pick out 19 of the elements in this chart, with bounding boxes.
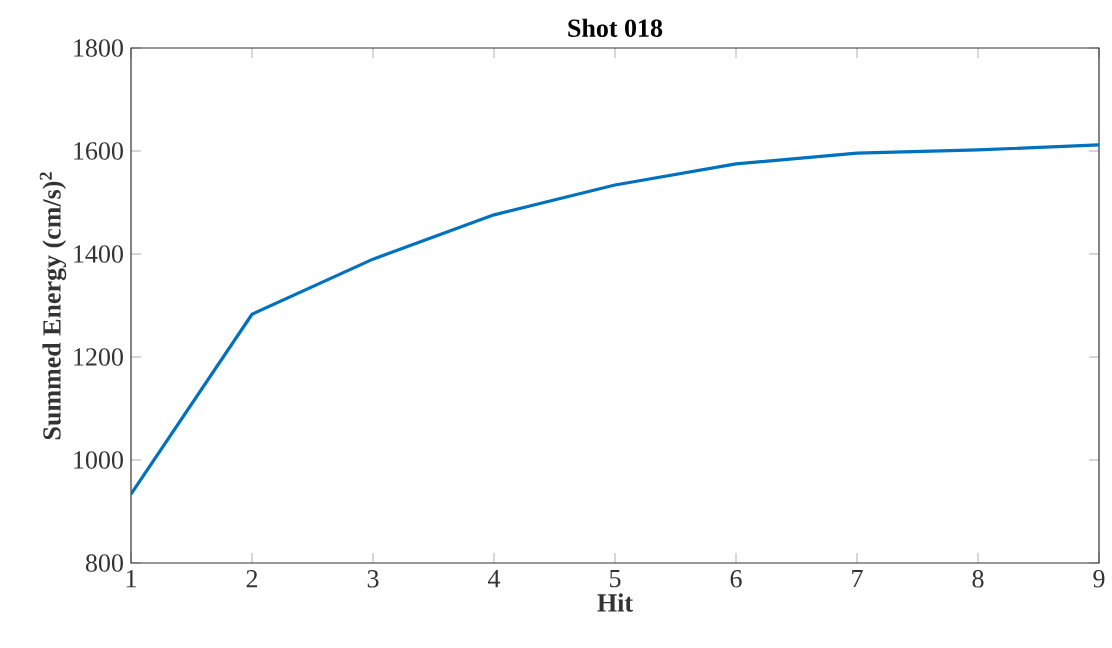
x-tick-label: 9 (1093, 570, 1105, 588)
chart-title: Shot 018 (568, 18, 663, 37)
y-tick-label: 1400 (74, 245, 123, 263)
x-tick-label: 1 (126, 570, 136, 588)
x-tick-label: 5 (610, 570, 621, 588)
y-tick-label: 1200 (74, 348, 123, 366)
y-tick-label: 1600 (74, 142, 123, 160)
x-tick-label: 8 (972, 570, 984, 588)
y-tick-label: 1000 (74, 451, 123, 469)
x-tick-label: 7 (852, 570, 863, 588)
x-axis-title: Hit (597, 593, 633, 612)
x-tick-label: 2 (246, 570, 258, 588)
y-tick-label: 1800 (74, 39, 123, 57)
x-tick-label: 3 (367, 570, 379, 588)
y-tick-label: 800 (85, 554, 123, 572)
x-tick-label: 6 (730, 570, 742, 588)
y-axis-title: Summed Energy (cm/s)$^{2}$ (39, 172, 67, 440)
x-tick-label: 4 (488, 570, 501, 588)
line-series (131, 143, 1100, 496)
